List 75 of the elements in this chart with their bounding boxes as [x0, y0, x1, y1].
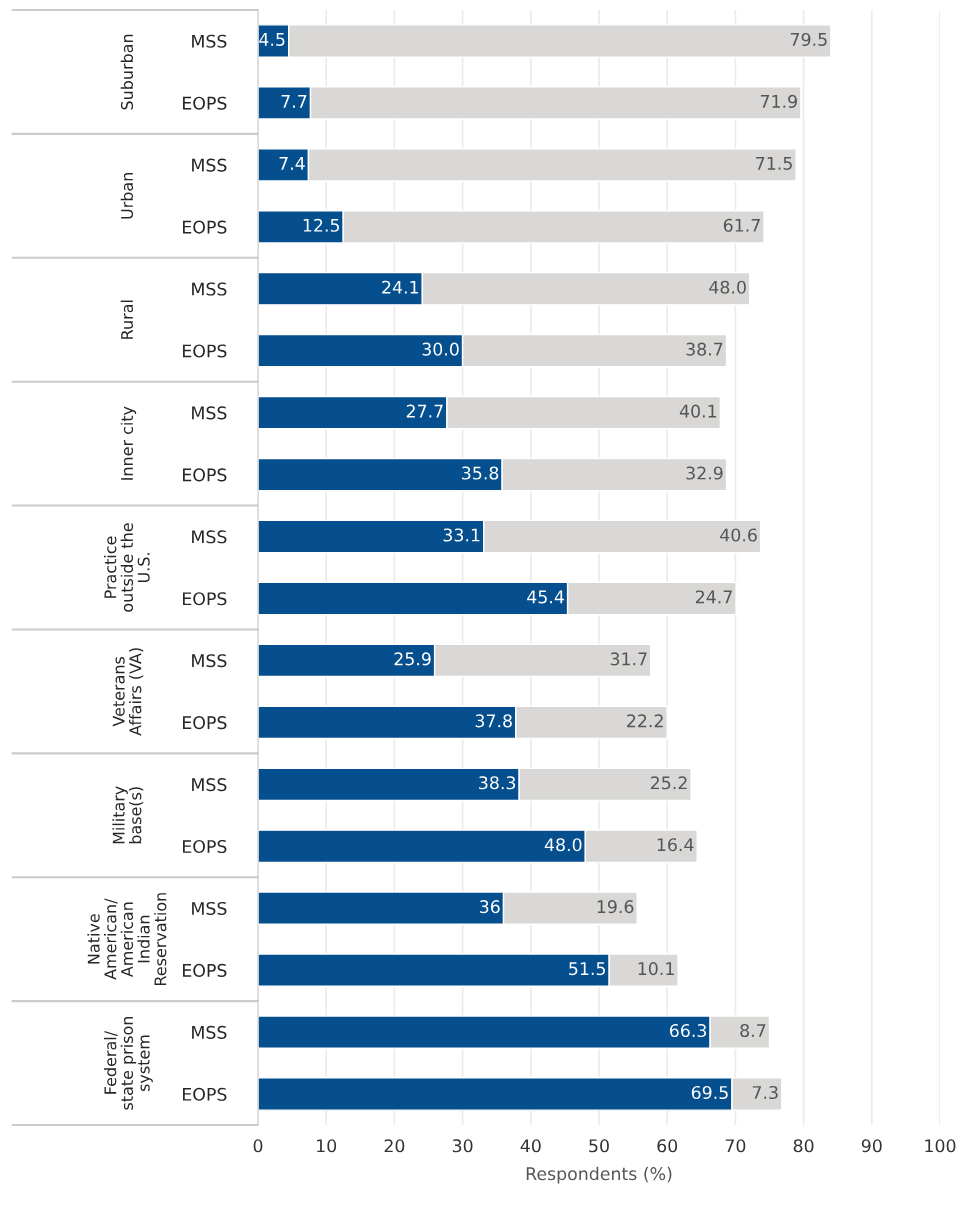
y-tick-label: EOPS: [183, 468, 227, 482]
data-label: 33.1: [443, 528, 480, 542]
data-label: 12.5: [303, 218, 340, 232]
data-label: 32.9: [686, 466, 723, 480]
y-tick-label: MSS: [192, 158, 227, 172]
x-tick-label: 30: [452, 1139, 473, 1153]
data-label: 19.6: [597, 900, 634, 914]
data-label: 66.3: [669, 1023, 707, 1038]
data-label: 4.5: [259, 33, 285, 47]
data-label: 24.1: [382, 280, 419, 294]
text: Practice outside the U.S.: [104, 523, 150, 612]
data-label: 10.1: [638, 962, 674, 976]
y-tick-label: MSS: [192, 654, 227, 668]
x-tick-label: 70: [725, 1139, 746, 1153]
y-tick-label: MSS: [192, 406, 227, 420]
data-label: 61.7: [723, 218, 760, 232]
x-tick-label: 40: [520, 1139, 541, 1153]
y-tick-label: EOPS: [183, 839, 227, 854]
x-axis-title: Respondents (%): [526, 1166, 672, 1184]
data-label: 48.0: [709, 280, 746, 294]
data-label: 35.8: [462, 466, 499, 480]
text: Veterans Affairs (VA): [112, 648, 144, 736]
data-label: 8.7: [740, 1023, 766, 1038]
text: Suburban: [120, 34, 134, 110]
data-label: 71.5: [756, 156, 792, 170]
y-tick-label: EOPS: [183, 344, 227, 358]
data-label: 7.4: [279, 156, 305, 170]
y-tick-label: MSS: [192, 901, 227, 916]
x-tick-label: 0: [253, 1139, 263, 1153]
x-tick-label: 10: [317, 1139, 337, 1153]
data-label: 38.7: [686, 342, 723, 356]
data-label: 7.3: [752, 1085, 778, 1100]
data-label: 79.5: [790, 32, 827, 47]
text: Urban: [120, 173, 134, 219]
x-tick-label: 50: [589, 1139, 609, 1153]
y-tick-label: MSS: [192, 1025, 227, 1039]
data-label: 30.0: [422, 342, 459, 356]
data-label: 40.6: [720, 528, 757, 542]
text: Federal/ state prison system: [104, 1016, 153, 1110]
y-tick-label: EOPS: [183, 220, 227, 234]
data-label: 38.3: [479, 776, 516, 790]
data-label: 24.7: [695, 590, 732, 604]
y-tick-label: EOPS: [183, 96, 227, 110]
x-tick-label: 90: [861, 1139, 882, 1153]
y-tick-label: MSS: [192, 34, 227, 48]
x-tick-label: 20: [384, 1139, 405, 1153]
y-tick-label: MSS: [192, 282, 227, 296]
data-label: 37.8: [475, 714, 512, 728]
data-label: 45.4: [527, 590, 564, 604]
data-label: 36: [480, 900, 500, 914]
y-tick-label: EOPS: [183, 1087, 227, 1101]
data-label: 40.1: [679, 404, 717, 418]
y-tick-label: EOPS: [183, 963, 227, 977]
data-label: 51.5: [569, 962, 605, 976]
x-tick-label: 80: [793, 1139, 814, 1153]
y-tick-label: MSS: [192, 778, 227, 792]
data-label: 71.9: [760, 94, 797, 108]
data-label: 22.2: [627, 714, 663, 728]
data-label: 25.9: [394, 652, 431, 666]
data-label: 27.7: [406, 404, 443, 418]
text: Inner city: [120, 406, 137, 480]
text: Rural: [120, 300, 134, 339]
data-label: 16.4: [657, 838, 694, 852]
y-tick-label: MSS: [192, 530, 227, 544]
y-tick-label: EOPS: [183, 592, 227, 606]
text: Native American/ American Indian Reservation: [87, 893, 167, 985]
data-label: 69.5: [691, 1085, 728, 1100]
x-tick-label: 60: [657, 1139, 678, 1153]
y-tick-label: EOPS: [183, 716, 227, 730]
x-tick-label: 100: [925, 1139, 956, 1153]
data-label: 48.0: [544, 838, 582, 852]
data-label: 7.7: [281, 95, 307, 108]
data-label: 31.7: [610, 652, 647, 666]
text: Military base(s): [112, 786, 144, 844]
data-label: 25.2: [650, 776, 687, 790]
